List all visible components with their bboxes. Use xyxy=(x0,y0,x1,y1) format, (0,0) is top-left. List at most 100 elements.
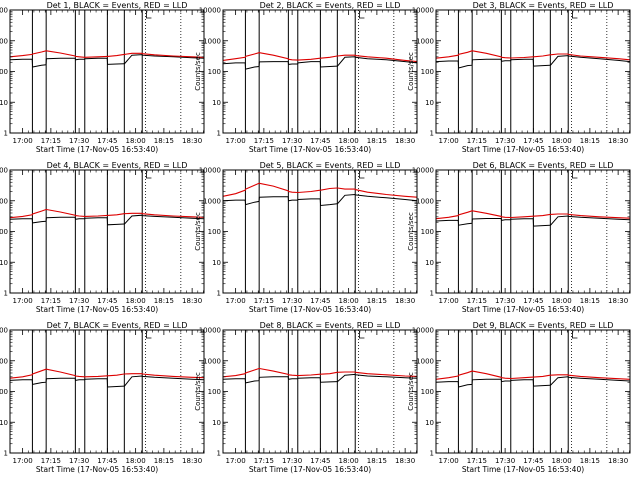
panel-title: Det 3, BLACK = Events, RED = LLD xyxy=(473,1,614,10)
x-tick-label: 18:00 xyxy=(126,137,146,145)
y-axis-label: Counts/sec xyxy=(407,212,415,251)
l-bracket-mark xyxy=(146,171,152,179)
panel-det-4: Det 4, BLACK = Events, RED = LLD 1 10 100 10… xyxy=(0,161,205,314)
x-tick-label: 17:15 xyxy=(254,137,274,145)
x-tick-label: 17:30 xyxy=(69,297,89,305)
events-series-line xyxy=(222,56,418,70)
panel-det-6: Det 6, BLACK = Events, RED = LLD 1 10 100 10… xyxy=(407,161,631,314)
x-axis-label: Start Time (17-Nov-05 16:53:40) xyxy=(36,145,158,154)
events-series-line xyxy=(435,376,631,388)
events-series-line xyxy=(9,54,205,68)
y-tick-label: 1000 xyxy=(203,197,221,205)
y-tick-label: 10000 xyxy=(0,7,8,15)
y-tick-label: 100 xyxy=(421,228,434,236)
y-tick-label: 1 xyxy=(430,130,434,138)
panel-title: Det 8, BLACK = Events, RED = LLD xyxy=(260,321,401,330)
x-tick-label: 17:45 xyxy=(523,297,543,305)
x-axis-label: Start Time (17-Nov-05 16:53:40) xyxy=(249,305,371,314)
y-tick-label: 10 xyxy=(425,419,434,427)
x-tick-label: 18:15 xyxy=(367,297,387,305)
y-tick-label: 10000 xyxy=(199,327,221,335)
x-tick-label: 17:15 xyxy=(467,457,487,465)
y-tick-label: 1000 xyxy=(203,357,221,365)
x-tick-label: 18:30 xyxy=(608,137,628,145)
x-tick-label: 17:30 xyxy=(495,297,515,305)
y-tick-label: 10 xyxy=(212,259,221,267)
x-tick-label: 17:45 xyxy=(97,457,117,465)
panel-det-8: Det 8, BLACK = Events, RED = LLD 1 10 100 10… xyxy=(194,321,418,474)
y-tick-label: 1000 xyxy=(0,197,8,205)
y-tick-label: 100 xyxy=(0,228,8,236)
y-tick-label: 10000 xyxy=(412,7,434,15)
events-series-line xyxy=(222,193,418,207)
x-tick-label: 18:00 xyxy=(339,137,359,145)
y-tick-label: 100 xyxy=(421,68,434,76)
x-tick-label: 18:30 xyxy=(608,297,628,305)
events-series-line xyxy=(222,373,418,384)
x-tick-label: 17:15 xyxy=(467,137,487,145)
y-tick-label: 1 xyxy=(4,290,8,298)
x-tick-label: 18:15 xyxy=(154,457,174,465)
x-tick-label: 18:15 xyxy=(580,297,600,305)
y-tick-label: 1000 xyxy=(416,357,434,365)
x-tick-label: 17:00 xyxy=(226,297,246,305)
y-tick-label: 100 xyxy=(208,228,221,236)
y-tick-label: 1000 xyxy=(416,37,434,45)
x-tick-label: 17:00 xyxy=(439,137,459,145)
x-tick-label: 17:15 xyxy=(41,297,61,305)
lld-series-line xyxy=(435,50,631,61)
l-bracket-mark xyxy=(359,331,365,339)
y-tick-label: 10 xyxy=(212,419,221,427)
x-axis-label: Start Time (17-Nov-05 16:53:40) xyxy=(462,305,584,314)
x-tick-label: 17:30 xyxy=(282,137,302,145)
panel-title: Det 1, BLACK = Events, RED = LLD xyxy=(47,1,188,10)
lld-series-line xyxy=(222,52,418,63)
y-tick-label: 1 xyxy=(217,290,221,298)
x-tick-label: 17:15 xyxy=(254,297,274,305)
lld-series-line xyxy=(9,208,205,219)
panel-det-3: Det 3, BLACK = Events, RED = LLD 1 10 100 10… xyxy=(407,1,631,154)
l-bracket-mark xyxy=(146,331,152,339)
x-tick-label: 17:45 xyxy=(97,297,117,305)
x-tick-label: 17:00 xyxy=(439,297,459,305)
x-tick-label: 17:15 xyxy=(254,457,274,465)
y-tick-label: 1000 xyxy=(416,197,434,205)
lld-series-line xyxy=(435,370,631,380)
y-tick-label: 10 xyxy=(0,99,8,107)
x-tick-label: 18:00 xyxy=(126,297,146,305)
x-axis-label: Start Time (17-Nov-05 16:53:40) xyxy=(462,465,584,474)
x-tick-label: 17:45 xyxy=(523,457,543,465)
y-axis-label: Counts/sec xyxy=(407,52,415,91)
x-tick-label: 18:30 xyxy=(182,297,202,305)
lld-series-line xyxy=(9,50,205,58)
y-tick-label: 1 xyxy=(430,290,434,298)
lld-series-line xyxy=(435,210,631,220)
x-tick-label: 18:00 xyxy=(339,457,359,465)
l-bracket-mark xyxy=(359,171,365,179)
y-axis-label: Counts/sec xyxy=(194,52,202,91)
y-tick-label: 1 xyxy=(430,450,434,458)
x-tick-label: 18:00 xyxy=(552,297,572,305)
x-axis-label: Start Time (17-Nov-05 16:53:40) xyxy=(36,305,158,314)
x-tick-label: 18:30 xyxy=(608,457,628,465)
panel-det-2: Det 2, BLACK = Events, RED = LLD 1 10 100 10… xyxy=(194,1,418,154)
x-tick-label: 18:15 xyxy=(367,457,387,465)
y-tick-label: 100 xyxy=(208,68,221,76)
x-tick-label: 17:30 xyxy=(495,457,515,465)
x-tick-label: 17:45 xyxy=(97,137,117,145)
x-tick-label: 17:30 xyxy=(69,137,89,145)
x-tick-label: 18:00 xyxy=(126,457,146,465)
x-tick-label: 17:00 xyxy=(13,297,33,305)
y-tick-label: 1 xyxy=(217,130,221,138)
panel-title: Det 4, BLACK = Events, RED = LLD xyxy=(47,161,188,170)
events-series-line xyxy=(435,215,631,227)
x-axis-label: Start Time (17-Nov-05 16:53:40) xyxy=(36,465,158,474)
x-tick-label: 18:30 xyxy=(182,457,202,465)
x-tick-label: 17:30 xyxy=(282,457,302,465)
y-tick-label: 1 xyxy=(4,450,8,458)
x-tick-label: 18:30 xyxy=(395,137,415,145)
x-tick-label: 17:45 xyxy=(310,457,330,465)
panel-det-1: Det 1, BLACK = Events, RED = LLD 1 10 100 10… xyxy=(0,1,205,154)
y-tick-label: 1000 xyxy=(0,37,8,45)
lld-series-line xyxy=(222,367,418,378)
